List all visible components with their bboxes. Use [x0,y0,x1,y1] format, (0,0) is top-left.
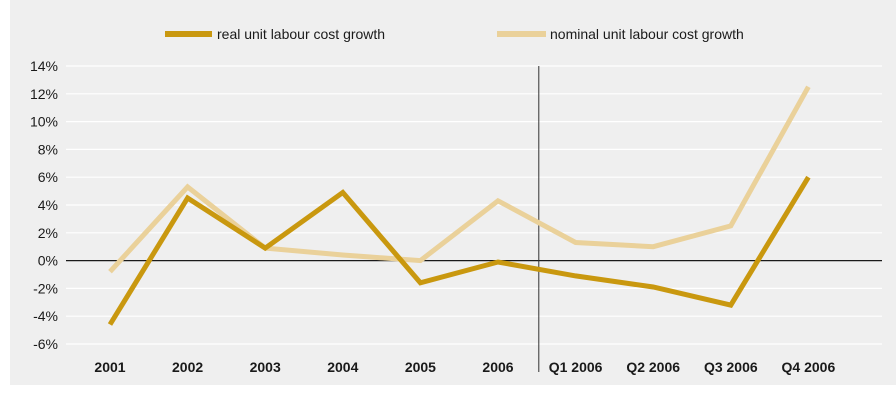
x-tick-label: 2004 [327,359,358,375]
y-tick-label: 12% [30,86,58,102]
y-axis-ticks: 14% 12% 10% 8% 6% 4% 2% 0% -2% -4% -6% [30,58,58,352]
x-tick-label: 2006 [482,359,513,375]
x-axis-ticks: 2001 2002 2003 2004 2005 2006 Q1 2006 Q2 2006 Q3… [94,359,835,375]
legend: real unit labour cost growth nominal uni… [165,26,744,42]
y-tick-label: -4% [33,308,58,324]
x-tick-label: 2005 [405,359,436,375]
series-lines [107,85,811,326]
x-tick-label: Q4 2006 [782,359,836,375]
x-tick-label: Q1 2006 [549,359,603,375]
series-line-nominal [108,85,811,274]
x-tick-label: 2003 [250,359,281,375]
legend-label-nominal: nominal unit labour cost growth [550,26,744,42]
y-tick-label: 10% [30,114,58,130]
x-tick-label: Q3 2006 [704,359,758,375]
gridlines [66,65,882,345]
legend-label-real: real unit labour cost growth [217,26,385,42]
y-tick-label: 14% [30,58,58,74]
y-tick-label: 0% [38,253,58,269]
series-line-real [107,175,811,326]
y-tick-label: 4% [38,197,58,213]
y-tick-label: -2% [33,280,58,296]
y-tick-label: 2% [38,225,58,241]
y-tick-label: 8% [38,141,58,157]
x-tick-label: 2002 [172,359,203,375]
x-tick-label: 2001 [94,359,125,375]
y-tick-label: 6% [38,169,58,185]
y-tick-label: -6% [33,336,58,352]
x-tick-label: Q2 2006 [626,359,680,375]
